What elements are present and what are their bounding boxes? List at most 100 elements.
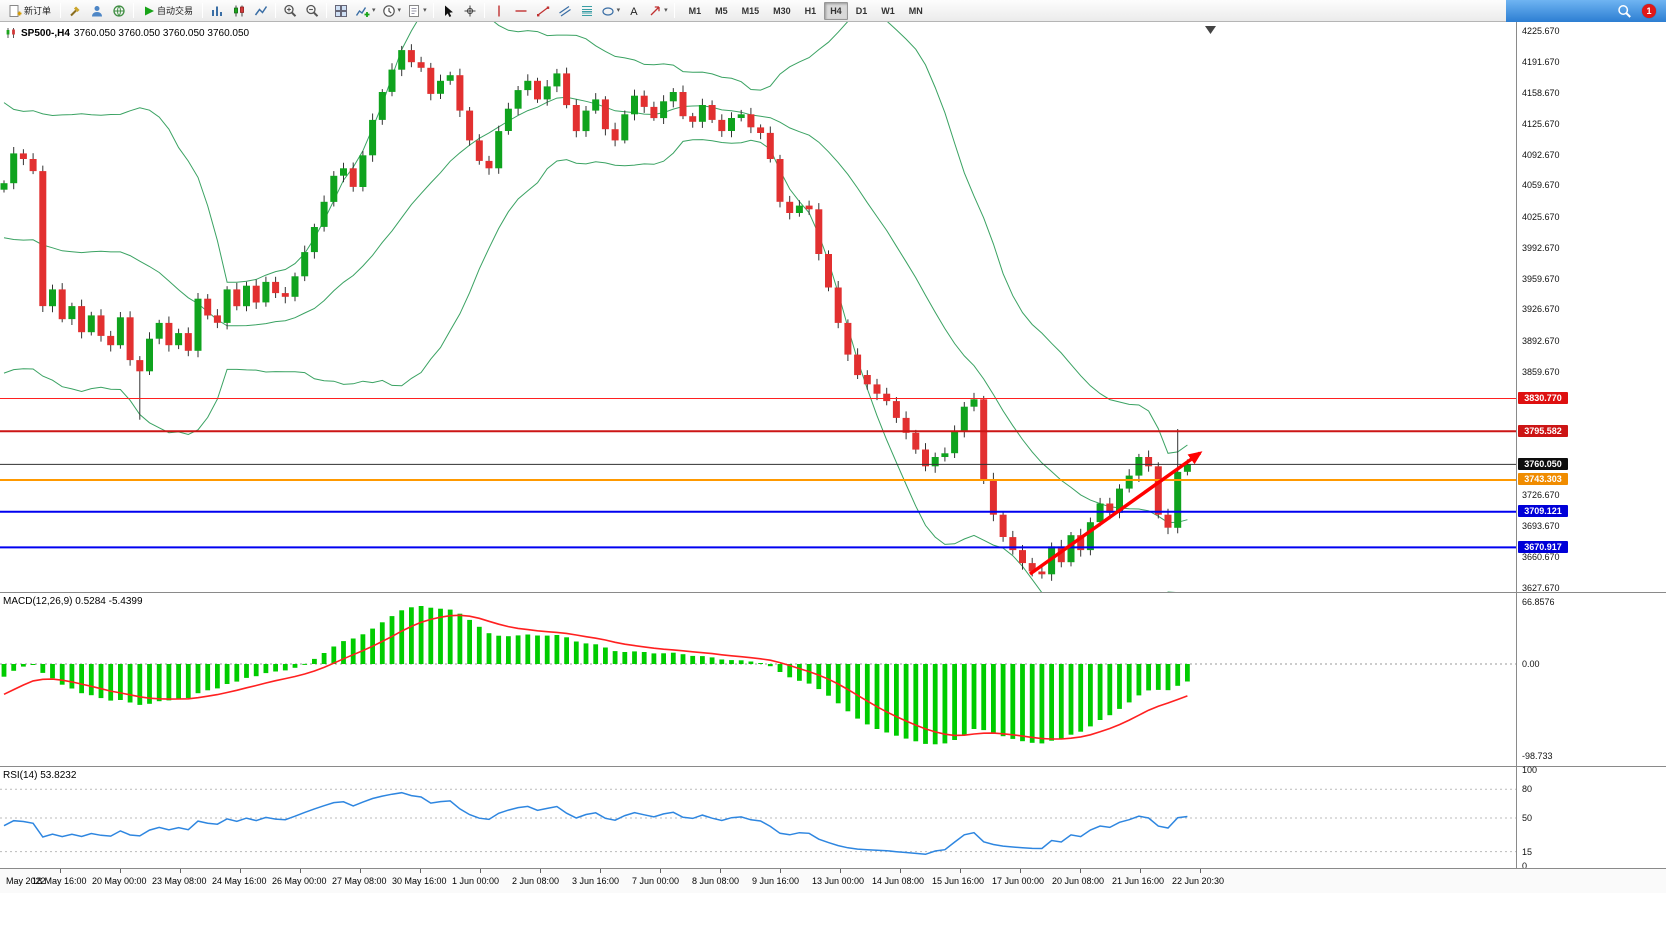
zoom-out-icon (306, 4, 319, 17)
price-tick: 3660.670 (1522, 551, 1560, 562)
arrow-tool-button[interactable]: ▾ (645, 1, 671, 21)
timeframe-h4[interactable]: H4 (824, 1, 848, 20)
svg-text:A: A (630, 6, 638, 18)
chart-symbol-icon (6, 28, 15, 38)
macd-axis-label: 0.00 (1522, 659, 1540, 669)
rsi-indicator-label: RSI(14) 53.8232 (3, 770, 77, 781)
cursor-icon (444, 5, 453, 17)
time-label: 14 Jun 08:00 (872, 876, 925, 886)
trendline-button[interactable] (532, 1, 554, 21)
new-order-icon (9, 4, 22, 17)
timeframe-mn[interactable]: MN (908, 5, 923, 16)
time-tick (1080, 869, 1081, 873)
time-tick (1140, 869, 1141, 873)
profile-button[interactable] (86, 1, 108, 21)
price-tick: 3892.670 (1522, 335, 1560, 346)
chevron-down-icon: ▾ (372, 7, 376, 14)
notification-badge[interactable]: 1 (1642, 4, 1656, 18)
community-icon (113, 4, 125, 17)
autotrade-button[interactable]: 自动交易 (137, 1, 199, 21)
time-tick (540, 869, 541, 873)
timeframe-w1[interactable]: W1 (881, 5, 895, 16)
bar-chart-button[interactable] (206, 1, 228, 21)
time-label: 21 Jun 16:00 (1112, 876, 1165, 886)
fibonacci-button[interactable] (576, 1, 598, 21)
chart-canvas[interactable] (0, 22, 1516, 868)
time-tick (840, 869, 841, 873)
toolbar-separator (483, 3, 485, 18)
channel-button[interactable] (554, 1, 576, 21)
shapes-button[interactable]: ▾ (598, 1, 624, 21)
time-tick (600, 869, 601, 873)
rsi-axis-label: 80 (1522, 784, 1533, 795)
price-tick: 3627.670 (1522, 582, 1560, 593)
horizontal-line-button[interactable] (510, 1, 532, 21)
macd-axis-label: -98.733 (1522, 751, 1553, 761)
candle-chart-icon (234, 5, 244, 16)
tile-windows-button[interactable] (330, 1, 352, 21)
price-tick: 3959.670 (1522, 273, 1560, 284)
cursor-button[interactable] (437, 1, 459, 21)
time-label: 20 May 00:00 (92, 876, 147, 886)
time-label: 8 Jun 08:00 (692, 876, 740, 886)
chevron-down-icon: ▾ (616, 7, 621, 14)
time-tick (780, 869, 781, 873)
price-line-badge: 3743.303 (1518, 473, 1568, 486)
timeframe-m15[interactable]: M15 (741, 5, 760, 16)
chevron-down-icon: ▾ (664, 7, 668, 14)
zoom-in-icon (284, 4, 297, 17)
tools-button[interactable] (64, 1, 86, 21)
price-line-badge: 3709.121 (1518, 505, 1568, 518)
text-tool-icon: A (630, 6, 638, 18)
macd-axis-label: 66.8576 (1522, 597, 1555, 607)
price-scale[interactable]: 4225.670 4191.670 4158.670 4125.670 4092.670… (1516, 22, 1666, 871)
indicators-button[interactable]: ▾ (352, 1, 379, 21)
timeframe-m1[interactable]: M1 (688, 5, 702, 16)
line-chart-icon (254, 5, 268, 15)
search-icon[interactable] (1617, 4, 1632, 19)
vertical-line-button[interactable] (488, 1, 510, 21)
time-tick (1020, 869, 1021, 873)
price-tick: 3859.670 (1522, 366, 1560, 377)
macd-indicator-label: MACD(12,26,9) 0.5284 -5.4399 (3, 596, 143, 607)
ohlc-values: 3760.050 3760.050 3760.050 3760.050 (73, 27, 250, 39)
time-tick (60, 869, 61, 873)
new-order-button[interactable]: 新订单 (2, 1, 57, 21)
timeframe-h1[interactable]: H1 (804, 5, 817, 16)
zoom-out-button[interactable] (301, 1, 323, 21)
line-chart-button[interactable] (250, 1, 272, 21)
time-label: 2 Jun 08:00 (512, 876, 560, 886)
price-tick: 4125.670 (1522, 118, 1560, 129)
shapes-icon (601, 6, 614, 16)
time-label: 9 Jun 16:00 (752, 876, 800, 886)
periods-button[interactable]: ▾ (379, 1, 405, 21)
autotrade-icon (145, 6, 155, 15)
time-label: 17 Jun 00:00 (992, 876, 1045, 886)
time-tick (480, 869, 481, 873)
time-label: 18 May 16:00 (32, 876, 87, 886)
tools-icon (70, 5, 80, 16)
time-scale[interactable]: May 2022 18 May 16:00 20 May 00:00 23 May 0… (0, 868, 1666, 893)
symbol-name: SP500-,H4 (21, 27, 70, 39)
toolbar-separator (275, 3, 277, 18)
time-tick (360, 869, 361, 873)
text-tool-button[interactable]: A (623, 1, 645, 21)
toolbar-search-area: 1 (1506, 0, 1666, 22)
templates-button[interactable]: ▾ (404, 1, 430, 21)
autotrade-label: 自动交易 (157, 6, 194, 16)
vertical-line-icon (497, 5, 500, 16)
community-button[interactable] (108, 1, 130, 21)
zoom-in-button[interactable] (279, 1, 301, 21)
candle-chart-button[interactable] (228, 1, 250, 21)
bar-chart-icon (212, 6, 223, 16)
timeframe-m5[interactable]: M5 (715, 5, 728, 16)
price-line-badge: 3760.050 (1518, 457, 1568, 470)
time-label: 23 May 08:00 (152, 876, 207, 886)
crosshair-button[interactable] (459, 1, 481, 21)
timeframe-d1[interactable]: D1 (855, 5, 868, 16)
chevron-down-icon: ▾ (397, 7, 402, 14)
rsi-axis-label: 15 (1522, 846, 1533, 857)
timeframe-m30[interactable]: M30 (773, 5, 791, 16)
price-tick: 4225.670 (1522, 25, 1560, 36)
toolbar-separator (60, 3, 62, 18)
